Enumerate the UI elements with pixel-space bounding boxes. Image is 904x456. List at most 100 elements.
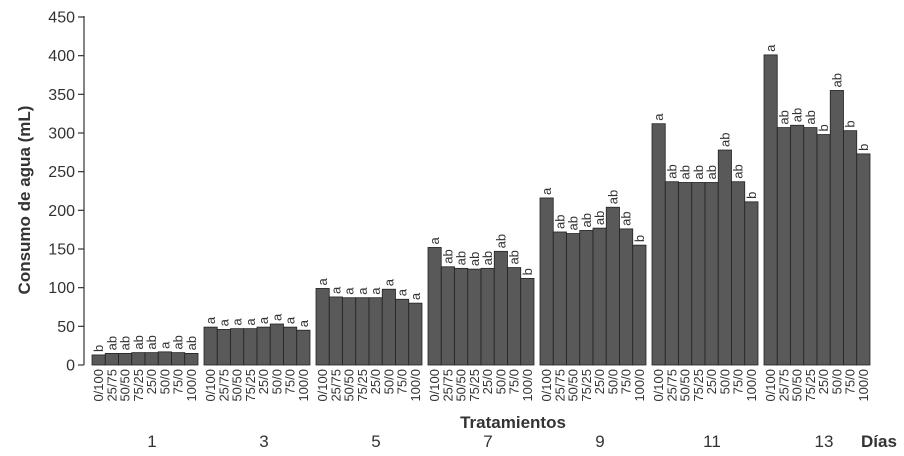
bar (619, 228, 634, 366)
bar (427, 247, 442, 366)
significance-letter: a (355, 287, 370, 295)
bar (184, 352, 199, 366)
bar (507, 267, 522, 366)
category-label: 50/0 (829, 369, 844, 394)
bar (480, 267, 495, 366)
significance-letter: ab (184, 336, 199, 350)
significance-letter: b (520, 268, 535, 275)
group-axis-title: Días (861, 432, 897, 451)
bar (216, 329, 231, 366)
bar (91, 354, 106, 366)
day-group-13: a 0/100 ab 25/75 ab 50/50 ab 75/25 b 25/0 ab 50/0 b 7… (763, 44, 871, 451)
bar (605, 206, 620, 366)
category-label: 25/75 (328, 369, 343, 402)
category-label: 25/0 (144, 369, 159, 394)
x-axis-title: Tratamientos (460, 413, 566, 432)
category-label: 50/50 (790, 369, 805, 402)
significance-letter: ab (664, 164, 679, 178)
y-tick-label: 200 (48, 203, 75, 220)
day-label: 11 (703, 432, 721, 451)
bar (171, 352, 186, 366)
y-tick-label: 0 (66, 358, 75, 375)
bar (717, 149, 732, 366)
significance-letter: ab (592, 211, 607, 225)
significance-letter: ab (566, 216, 581, 230)
y-tick-label: 50 (57, 319, 75, 336)
category-label: 50/0 (605, 369, 620, 394)
day-label: 13 (815, 432, 834, 451)
category-label: 25/75 (664, 369, 679, 402)
bar (440, 266, 455, 366)
category-label: 25/75 (104, 369, 119, 402)
bar (843, 130, 858, 366)
significance-letter: b (856, 144, 871, 151)
category-label: 25/0 (592, 369, 607, 394)
category-label: 25/0 (816, 369, 831, 394)
category-label: 75/25 (243, 369, 258, 402)
category-label: 0/100 (315, 369, 330, 402)
significance-letter: ab (776, 110, 791, 124)
significance-letter: a (427, 236, 442, 244)
bar (592, 227, 607, 366)
y-axis-title: Consumo de agua (mL) (15, 106, 34, 295)
category-label: 75/0 (395, 369, 410, 394)
category-label: 100/0 (744, 369, 759, 402)
day-label: 5 (371, 432, 380, 451)
bar (579, 230, 594, 366)
category-label: 25/75 (440, 369, 455, 402)
category-label: 100/0 (632, 369, 647, 402)
y-tick-label: 150 (48, 242, 75, 259)
category-label: 75/25 (691, 369, 706, 402)
significance-letter: ab (829, 73, 844, 87)
bar (315, 288, 330, 366)
bar (856, 153, 871, 366)
bar (118, 352, 133, 366)
significance-letter: a (230, 318, 245, 326)
bar (691, 182, 706, 366)
y-tick-label: 100 (48, 280, 75, 297)
category-label: 50/50 (342, 369, 357, 402)
category-label: 75/25 (467, 369, 482, 402)
significance-letter: a (243, 318, 258, 326)
bar (104, 352, 119, 366)
significance-letter: b (632, 235, 647, 242)
significance-letter: ab (118, 336, 133, 350)
significance-letter: a (269, 313, 284, 321)
category-label: 75/0 (283, 369, 298, 394)
significance-letter: a (216, 318, 231, 326)
bar (243, 328, 258, 366)
significance-letter: ab (803, 110, 818, 124)
significance-letter: b (744, 192, 759, 199)
bar (816, 134, 831, 366)
bar (283, 326, 298, 366)
significance-letter: ab (480, 251, 495, 265)
category-label: 50/50 (118, 369, 133, 402)
bars: b0/100ab25/75ab50/50ab75/25ab25/0a50/0ab… (91, 44, 871, 451)
significance-letter: ab (104, 336, 119, 350)
category-label: 0/100 (427, 369, 442, 402)
category-label: 75/0 (731, 369, 746, 394)
day-label: 3 (259, 432, 268, 451)
bar (632, 244, 647, 366)
significance-letter: ab (507, 250, 522, 264)
significance-letter: ab (171, 335, 186, 349)
significance-letter: ab (619, 211, 634, 225)
category-label: 75/0 (507, 369, 522, 394)
category-label: 25/0 (480, 369, 495, 394)
significance-letter: b (843, 120, 858, 127)
significance-letter: b (816, 124, 831, 131)
significance-letter: ab (493, 234, 508, 248)
significance-letter: ab (131, 335, 146, 349)
significance-letter: a (651, 113, 666, 121)
category-label: 50/0 (269, 369, 284, 394)
category-label: 25/0 (256, 369, 271, 394)
category-label: 100/0 (408, 369, 423, 402)
bar (408, 302, 423, 366)
bar (256, 326, 271, 366)
y-tick-label: 400 (48, 48, 75, 65)
day-group-11: a 0/100 ab 25/75 ab 50/50 ab 75/25 ab 25/0 ab 50/0 a… (651, 113, 759, 451)
significance-letter: ab (790, 108, 805, 122)
significance-letter: a (256, 316, 271, 324)
significance-letter: ab (691, 165, 706, 179)
